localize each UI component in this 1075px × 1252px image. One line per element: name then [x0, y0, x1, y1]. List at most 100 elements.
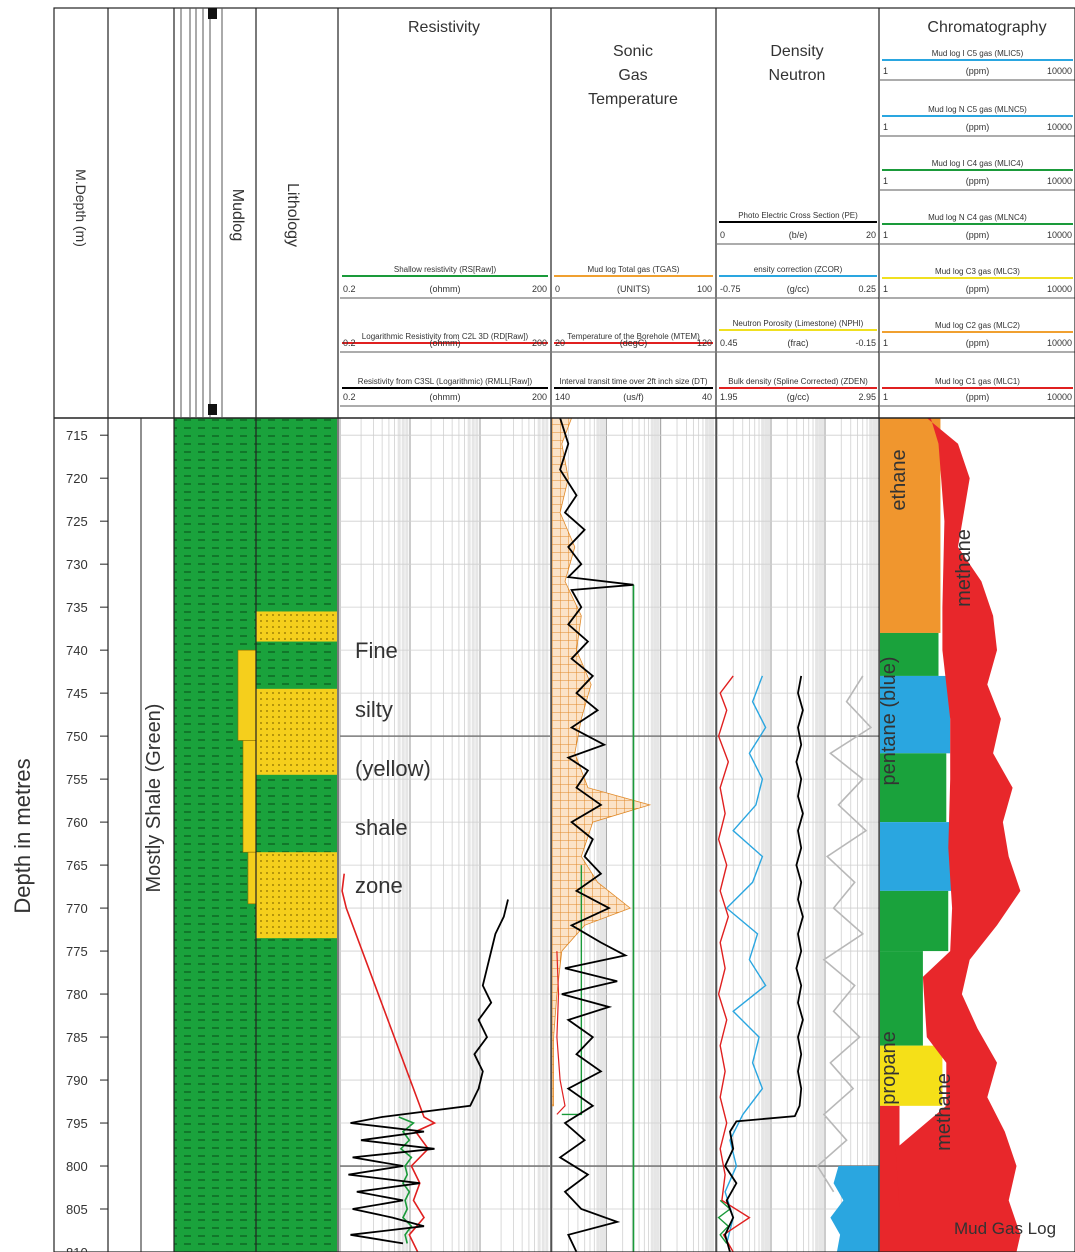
density-scale-1-min: -0.75 — [720, 284, 741, 294]
methane-upper-label: methane — [953, 529, 975, 607]
resistivity-scale-1-min: 0.2 — [343, 338, 356, 348]
grid-shade — [764, 418, 768, 1252]
temperature-curve-2 — [561, 865, 583, 1116]
mudlog-silt-step-1 — [242, 740, 257, 853]
depth-tick-label-795: 795 — [66, 1116, 88, 1131]
density-scale-0: Photo Electric Cross Section (PE) 0 (b/e) 2… — [717, 211, 879, 245]
grid-shade — [545, 418, 549, 1252]
density-scale-3-unit: (g/cc) — [787, 392, 810, 402]
pentane-label: pentane (blue) — [878, 657, 900, 786]
chromatography-scale-0: Mud log I C5 gas (MLIC5) 1 (ppm) 10000 — [880, 49, 1075, 81]
chromatography-scale-6-max: 10000 — [1047, 392, 1072, 402]
chromatography-scale-0-unit: (ppm) — [966, 66, 990, 76]
silty-label-line-5: zone — [355, 873, 403, 898]
chromatography-scale-1-unit: (ppm) — [966, 122, 990, 132]
silty-label-line-4: shale — [355, 815, 408, 840]
grid-shade — [467, 418, 471, 1252]
ethane-label: ethane — [888, 449, 910, 510]
chromatography-scale-6-title: Mud log C1 gas (MLC1) — [935, 377, 1020, 386]
log-grid-den — [716, 418, 879, 1252]
grid-shade — [653, 418, 657, 1252]
chromatography-scale-3-unit: (ppm) — [966, 230, 990, 240]
depth-tick-label-785: 785 — [66, 1030, 88, 1045]
mudlog-marker-top — [208, 8, 217, 19]
chromatography-scale-3-max: 10000 — [1047, 230, 1072, 240]
chromatography-scale-3-min: 1 — [883, 230, 888, 240]
depth-tick-label-765: 765 — [66, 858, 88, 873]
density-scale-3-max: 2.95 — [858, 392, 876, 402]
mudlog-silt-step-0 — [237, 649, 257, 741]
sonic-scale-0-title: Mud log Total gas (TGAS) — [588, 265, 680, 274]
sonic-scale-0: Mud log Total gas (TGAS) 0 (UNITS) 100 — [552, 265, 715, 299]
grid-shade — [767, 418, 771, 1252]
grid-shade — [397, 418, 401, 1252]
resistivity-scale-1-unit: (ohmm) — [430, 338, 461, 348]
methane-lower-label: methane — [933, 1073, 955, 1151]
sonic-scale-2-title: Interval transit time over 2ft inch size… — [559, 377, 707, 386]
resistivity-scale-1-max: 200 — [532, 338, 547, 348]
sonic-scale-1-min: 20 — [555, 338, 565, 348]
figure-frame — [53, 7, 1075, 1252]
density-scale-1: ensity correction (ZCOR) -0.75 (g/cc) 0.25 — [717, 265, 879, 299]
chromatography-scale-4: Mud log C3 gas (MLC3) 1 (ppm) 10000 — [880, 267, 1075, 299]
depth-tick-label-755: 755 — [66, 772, 88, 787]
gas-band-2 — [880, 675, 951, 754]
density-scale-3: Bulk density (Spline Corrected) (ZDEN) 1.… — [717, 377, 879, 407]
sonic-scale-2-max: 40 — [702, 392, 712, 402]
gas-band-8 — [880, 1105, 900, 1252]
grid-shade — [471, 418, 475, 1252]
track-frames — [53, 7, 1075, 1252]
lithology-shale-fill — [256, 418, 337, 1252]
depth-tick-label-735: 735 — [66, 600, 88, 615]
grid-shade — [711, 418, 715, 1252]
sonic-title-line-2: Gas — [618, 67, 647, 84]
density-scale-0-unit: (b/e) — [789, 230, 808, 240]
grid-shade — [650, 418, 654, 1252]
resistivity-title: Resistivity — [408, 19, 480, 36]
deep-resistivity-curve — [348, 899, 509, 1245]
depth-tick-label-745: 745 — [66, 686, 88, 701]
sonic-scale-0-unit: (UNITS) — [617, 284, 650, 294]
zcor-curve — [724, 675, 767, 1244]
lithology-track — [174, 418, 337, 1252]
density-scale-2-min: 0.45 — [720, 338, 738, 348]
density-scale-2-title: Neutron Porosity (Limestone) (NPHI) — [733, 319, 864, 328]
grid-shade — [541, 418, 545, 1252]
sonic-scale-2-min: 140 — [555, 392, 570, 402]
y-axis-title: Depth in metres — [10, 758, 35, 913]
mudlog-shale-fill — [174, 418, 256, 1252]
grid-shade — [818, 418, 822, 1252]
dt-curve — [558, 418, 634, 1252]
grid-shade — [875, 418, 879, 1252]
chromatography-scale-2-unit: (ppm) — [966, 176, 990, 186]
mud-gas-log-label: Mud Gas Log — [954, 1219, 1056, 1238]
chromatography-scale-0-min: 1 — [883, 66, 888, 76]
resistivity-scale-2-unit: (ohmm) — [430, 392, 461, 402]
sonic-title-line-3: Temperature — [588, 91, 678, 108]
resistivity-scale-0-min: 0.2 — [343, 284, 356, 294]
log-curves — [341, 418, 1075, 1252]
density-scale-3-title: Bulk density (Spline Corrected) (ZDEN) — [728, 377, 868, 386]
resistivity-scale-0-max: 200 — [532, 284, 547, 294]
density-scale-2-max: -0.15 — [855, 338, 876, 348]
grid-shade — [596, 418, 600, 1252]
grid-shade — [401, 418, 405, 1252]
chromatography-scale-2-min: 1 — [883, 176, 888, 186]
total-gas-fill — [552, 418, 652, 1107]
resistivity-scale-1: Logarithmic Resistivity from C2L 3D (RD[… — [340, 332, 550, 353]
gas-band-7 — [880, 1045, 943, 1106]
scale-headers: Shallow resistivity (RS[Raw]) 0.2 (ohmm) 20… — [340, 49, 1075, 407]
grid-shade — [869, 418, 873, 1252]
resistivity-scale-0-title: Shallow resistivity (RS[Raw]) — [394, 265, 497, 274]
density-curve — [724, 675, 804, 1252]
density-scale-1-title: ensity correction (ZCOR) — [754, 265, 843, 274]
pe-fill — [830, 1166, 879, 1252]
resistivity-scale-1-title: Logarithmic Resistivity from C2L 3D (RD[… — [362, 332, 529, 341]
resistivity-scale-2-title: Resistivity from C3SL (Logarithmic) (RML… — [358, 377, 533, 386]
grid-shade — [821, 418, 825, 1252]
mtem-curve — [556, 951, 566, 1115]
neutron-curve — [816, 675, 873, 1193]
depth-tick-label-790: 790 — [66, 1073, 88, 1088]
density-title-line-1: Density — [770, 43, 823, 60]
